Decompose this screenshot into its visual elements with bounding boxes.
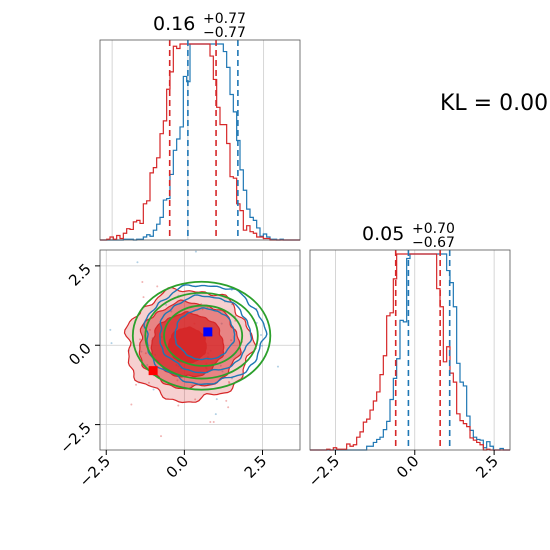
scatter-point — [177, 404, 180, 407]
green-contour — [163, 304, 244, 367]
histogram-red — [100, 43, 300, 241]
scatter-point — [147, 381, 150, 384]
scatter-point — [136, 261, 139, 264]
panel-1-title-plus: +0.77 — [203, 11, 246, 27]
panel-frame — [309, 249, 511, 451]
y-tick-label: 2.5 — [65, 260, 95, 290]
y-tick-label: −2.5 — [56, 419, 94, 457]
panel-1-title-value: 0.16 — [153, 13, 195, 35]
scatter-point — [156, 285, 159, 288]
scatter-point — [194, 398, 197, 401]
panel-3-title-plus: +0.70 — [412, 221, 455, 237]
panel-3-title-value: 0.05 — [362, 223, 404, 245]
marker-marker_blue — [203, 327, 213, 337]
scatter-point — [261, 344, 264, 347]
histogram-red — [310, 253, 510, 451]
red-contour — [167, 326, 207, 364]
scatter-point — [144, 352, 147, 355]
scatter-point — [152, 388, 155, 391]
scatter-point — [140, 350, 143, 353]
scatter-point — [139, 338, 142, 341]
scatter-point — [221, 370, 224, 373]
scatter-point — [165, 303, 168, 306]
scatter-point — [212, 420, 215, 423]
panel-3-title-minus: −0.67 — [412, 235, 455, 251]
scatter-point — [135, 383, 138, 386]
panel-frame — [99, 39, 301, 241]
scatter-point — [142, 296, 145, 299]
panel-frame — [99, 249, 301, 451]
x-tick-label: −2.5 — [305, 452, 343, 490]
x-tick-label: −2.5 — [76, 452, 114, 490]
x-tick-label: 0.0 — [393, 452, 423, 482]
histogram-blue — [310, 253, 510, 451]
x-tick-label: 2.5 — [472, 452, 502, 482]
panel-2-contour: −2.5−2.5 0.0 0.0 2.5 2.5 — [56, 249, 301, 491]
scatter-point — [130, 403, 133, 406]
scatter-point — [170, 310, 173, 313]
histogram-blue — [100, 43, 300, 241]
scatter-point — [109, 328, 112, 331]
scatter-point — [148, 328, 151, 331]
panel-1-title-minus: −0.77 — [203, 25, 246, 41]
scatter-point — [160, 435, 163, 438]
marker-marker_red — [148, 366, 158, 376]
scatter-point — [230, 339, 233, 342]
kl-annotation: KL = 0.00 — [440, 91, 548, 116]
scatter-point — [209, 420, 212, 423]
scatter-point — [219, 364, 222, 367]
scatter-point — [220, 322, 223, 325]
blue-contour — [159, 294, 253, 374]
scatter-point — [110, 342, 113, 345]
panel-1-histogram — [99, 39, 301, 241]
scatter-point — [227, 406, 230, 409]
green-contour — [131, 280, 272, 391]
scatter-point — [176, 379, 179, 382]
scatter-point — [276, 365, 279, 368]
x-tick-label: 0.0 — [163, 452, 193, 482]
scatter-point — [214, 413, 217, 416]
panel-3-histogram: −2.5 0.0 2.5 — [305, 249, 511, 491]
scatter-point — [260, 333, 263, 336]
scatter-point — [228, 382, 231, 385]
scatter-point — [201, 308, 204, 311]
scatter-point — [215, 398, 218, 401]
y-tick-label: 0.0 — [65, 339, 95, 369]
scatter-point — [146, 364, 149, 367]
scatter-point — [227, 380, 230, 383]
panel-1-title: 0.16 — [153, 13, 195, 35]
green-contour — [144, 291, 259, 380]
blue-contour — [174, 307, 236, 361]
x-tick-label: 2.5 — [241, 452, 271, 482]
scatter-point — [141, 280, 144, 283]
scatter-point — [194, 250, 197, 253]
scatter-point — [225, 399, 228, 402]
